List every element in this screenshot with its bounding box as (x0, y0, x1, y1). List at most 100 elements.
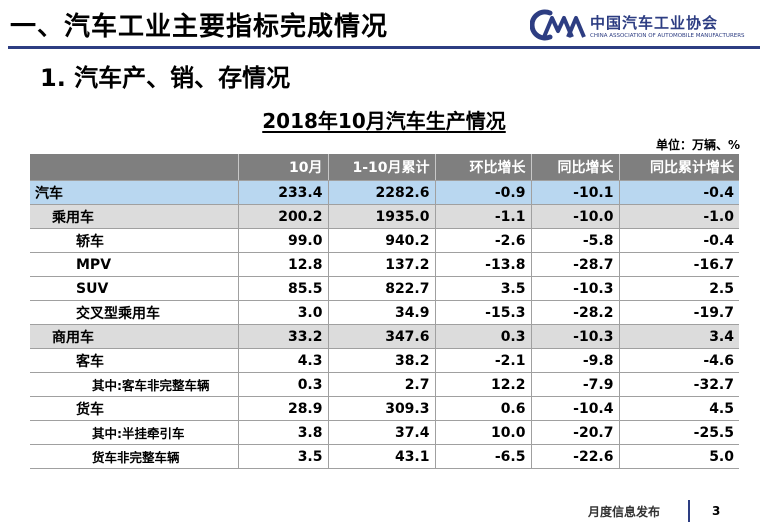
cell-yoy: -5.8 (530, 228, 619, 253)
cell-mom: -1.1 (434, 204, 531, 229)
logo-text-cn: 中国汽车工业协会 (590, 14, 719, 32)
row-label: 汽车 (30, 180, 238, 205)
cell-mom: 3.5 (434, 276, 531, 301)
table-row: 其中:半挂牵引车 3.8 37.4 10.0 -20.7 -25.5 (30, 420, 739, 445)
cell-yoy: -7.9 (530, 372, 619, 397)
row-label: 货车 (30, 396, 238, 421)
table-row: 汽车 233.4 2282.6 -0.9 -10.1 -0.4 (30, 180, 739, 205)
cell-ytd: 34.9 (327, 300, 435, 325)
cell-ytd-yoy: -4.6 (618, 348, 739, 373)
row-label: 商用车 (30, 324, 238, 349)
cell-ytd-yoy: -25.5 (618, 420, 739, 445)
cell-ytd-yoy: 2.5 (618, 276, 739, 301)
table-row: 轿车 99.0 940.2 -2.6 -5.8 -0.4 (30, 228, 739, 253)
cell-month: 28.9 (237, 396, 328, 421)
cell-ytd-yoy: 3.4 (618, 324, 739, 349)
cell-ytd-yoy: -19.7 (618, 300, 739, 325)
table-title: 2018年10月汽车生产情况 (262, 109, 506, 133)
header-divider (8, 46, 760, 49)
column-header-ytd: 1-10月累计 (327, 154, 435, 181)
production-table: 10月 1-10月累计 环比增长 同比增长 同比累计增长 汽车 233.4 22… (30, 154, 739, 469)
cell-month: 33.2 (237, 324, 328, 349)
table-header-row: 10月 1-10月累计 环比增长 同比增长 同比累计增长 (30, 154, 739, 181)
table-row: 货车非完整车辆 3.5 43.1 -6.5 -22.6 5.0 (30, 444, 739, 469)
cell-ytd: 940.2 (327, 228, 435, 253)
column-header-ytd-yoy: 同比累计增长 (618, 154, 739, 181)
cell-mom: -6.5 (434, 444, 531, 469)
row-label: 交叉型乘用车 (30, 300, 238, 325)
cell-yoy: -10.3 (530, 324, 619, 349)
column-header-mom: 环比增长 (434, 154, 531, 181)
cell-ytd: 309.3 (327, 396, 435, 421)
cell-ytd: 1935.0 (327, 204, 435, 229)
page-number: 3 (712, 504, 721, 518)
cell-mom: -15.3 (434, 300, 531, 325)
section-title: 1. 汽车产、销、存情况 (40, 64, 291, 92)
cell-month: 3.0 (237, 300, 328, 325)
row-label: MPV (30, 252, 238, 277)
cell-month: 0.3 (237, 372, 328, 397)
cell-ytd: 347.6 (327, 324, 435, 349)
row-label: 其中:半挂牵引车 (30, 420, 238, 445)
cell-ytd: 2282.6 (327, 180, 435, 205)
cell-ytd-yoy: 5.0 (618, 444, 739, 469)
cell-ytd-yoy: -0.4 (618, 228, 739, 253)
cell-mom: -0.9 (434, 180, 531, 205)
logo-text-en: CHINA ASSOCIATION OF AUTOMOBILE MANUFACT… (590, 33, 745, 39)
cell-month: 99.0 (237, 228, 328, 253)
cell-mom: 10.0 (434, 420, 531, 445)
table-row: 其中:客车非完整车辆 0.3 2.7 12.2 -7.9 -32.7 (30, 372, 739, 397)
cell-yoy: -9.8 (530, 348, 619, 373)
cell-ytd: 43.1 (327, 444, 435, 469)
column-header-name (30, 154, 238, 181)
row-label: 货车非完整车辆 (30, 444, 238, 469)
cell-mom: 0.3 (434, 324, 531, 349)
table-row: MPV 12.8 137.2 -13.8 -28.7 -16.7 (30, 252, 739, 277)
row-label: 轿车 (30, 228, 238, 253)
cell-month: 200.2 (237, 204, 328, 229)
cell-ytd-yoy: 4.5 (618, 396, 739, 421)
cell-ytd: 2.7 (327, 372, 435, 397)
row-label: 客车 (30, 348, 238, 373)
table-row: 客车 4.3 38.2 -2.1 -9.8 -4.6 (30, 348, 739, 373)
cell-yoy: -10.4 (530, 396, 619, 421)
footer-divider (688, 500, 690, 522)
cell-mom: -2.6 (434, 228, 531, 253)
table-row: 交叉型乘用车 3.0 34.9 -15.3 -28.2 -19.7 (30, 300, 739, 325)
cell-ytd: 37.4 (327, 420, 435, 445)
table-row: 货车 28.9 309.3 0.6 -10.4 4.5 (30, 396, 739, 421)
cell-ytd-yoy: -1.0 (618, 204, 739, 229)
column-header-yoy: 同比增长 (530, 154, 619, 181)
caam-logo: 中国汽车工业协会 CHINA ASSOCIATION OF AUTOMOBILE… (530, 6, 766, 46)
cell-ytd-yoy: -32.7 (618, 372, 739, 397)
row-label: SUV (30, 276, 238, 301)
cell-yoy: -10.3 (530, 276, 619, 301)
unit-label: 单位：万辆、% (655, 138, 740, 152)
cell-ytd: 38.2 (327, 348, 435, 373)
cell-yoy: -22.6 (530, 444, 619, 469)
table-row: SUV 85.5 822.7 3.5 -10.3 2.5 (30, 276, 739, 301)
cell-mom: 12.2 (434, 372, 531, 397)
cell-month: 4.3 (237, 348, 328, 373)
cell-ytd: 822.7 (327, 276, 435, 301)
caam-logo-icon (530, 9, 586, 41)
cell-ytd-yoy: -16.7 (618, 252, 739, 277)
cell-yoy: -10.1 (530, 180, 619, 205)
cell-mom: -13.8 (434, 252, 531, 277)
cell-mom: 0.6 (434, 396, 531, 421)
cell-ytd: 137.2 (327, 252, 435, 277)
cell-month: 12.8 (237, 252, 328, 277)
footer-label: 月度信息发布 (588, 505, 661, 519)
column-header-month: 10月 (237, 154, 328, 181)
cell-ytd-yoy: -0.4 (618, 180, 739, 205)
row-label: 乘用车 (30, 204, 238, 229)
cell-month: 85.5 (237, 276, 328, 301)
table-row: 乘用车 200.2 1935.0 -1.1 -10.0 -1.0 (30, 204, 739, 229)
cell-month: 3.8 (237, 420, 328, 445)
cell-mom: -2.1 (434, 348, 531, 373)
cell-yoy: -10.0 (530, 204, 619, 229)
cell-month: 3.5 (237, 444, 328, 469)
page-title: 一、汽车工业主要指标完成情况 (10, 12, 389, 42)
cell-month: 233.4 (237, 180, 328, 205)
row-label: 其中:客车非完整车辆 (30, 372, 238, 397)
